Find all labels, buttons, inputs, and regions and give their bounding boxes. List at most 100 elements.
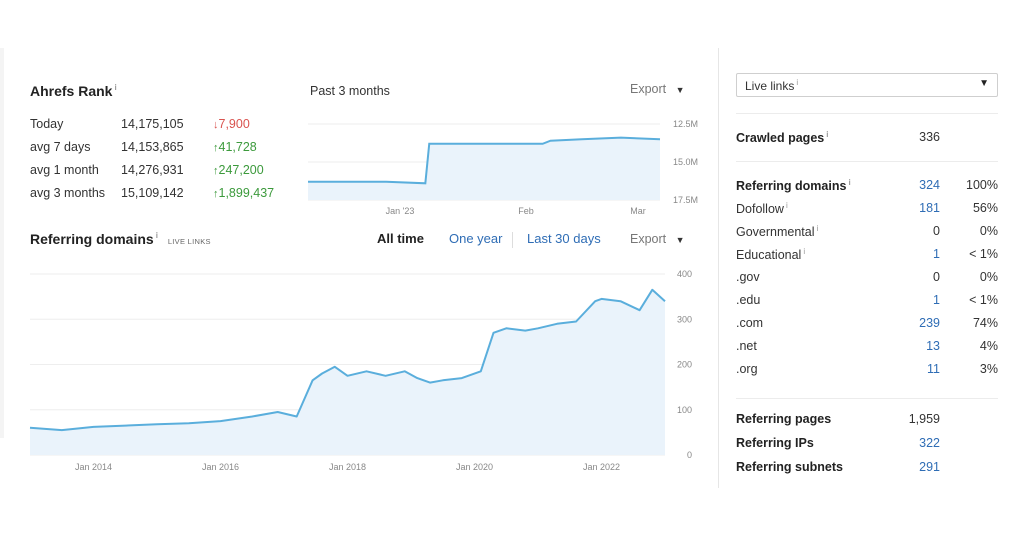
domain-row-label-text: Dofollow [736,202,784,217]
rank-row: avg 1 month 14,276,931 ↑247,200 [30,163,290,181]
domain-row-value[interactable]: 13 [926,339,940,353]
domain-row-value[interactable]: 1 [933,247,940,261]
y-tick-label: 400 [677,269,692,279]
rank-row-change: ↑247,200 [213,163,264,177]
info-icon: i [796,78,799,87]
info-icon[interactable]: i [848,178,851,187]
tab-divider [512,232,513,248]
x-tick-label: Mar [630,206,646,216]
y-tick-label: 0 [687,450,692,460]
y-tick-label: 200 [677,360,692,370]
info-icon[interactable]: i [785,201,788,210]
x-tick-label: Jan 2022 [583,462,620,472]
domain-row-value[interactable]: 11 [927,362,940,376]
tab-one-year[interactable]: One year [449,231,503,246]
tab-all-time[interactable]: All time [377,231,424,246]
tab-last-30-days[interactable]: Last 30 days [527,231,601,246]
page-edge [0,48,4,438]
rank-row-label: avg 3 months [30,186,106,200]
separator [736,398,998,399]
info-icon[interactable]: i [114,83,117,93]
domain-row-percent: 3% [979,362,998,376]
separator [736,161,998,162]
domains-export-label: Export [630,232,667,246]
domain-row-value[interactable]: 181 [919,201,940,215]
domain-row-label-text: .gov [736,270,760,284]
domain-row-label: .org [736,362,758,376]
domain-row-value[interactable]: 324 [919,178,940,192]
domain-row: .gov 0 0% [736,270,998,290]
domain-row-value[interactable]: 1 [933,293,940,307]
y-tick-label: 12.5M [673,119,698,129]
domain-row-value: 0 [933,224,940,238]
info-icon[interactable]: i [803,247,806,256]
rank-row: avg 3 months 15,109,142 ↑1,899,437 [30,186,290,204]
rank-row-change: ↓7,900 [213,117,250,131]
domain-row-label: Governmental i [736,224,818,239]
info-icon[interactable]: i [155,231,158,241]
select-value: Live links [745,79,795,93]
rank-row-value: 14,276,931 [121,163,184,177]
rank-row: Today 14,175,105 ↓7,900 [30,117,290,135]
x-tick-label: Jan 2014 [75,462,112,472]
referring-domains-title-text: Referring domains [30,231,154,247]
domain-row-percent: < 1% [969,247,998,261]
domain-row-label: .com [736,316,763,330]
arrow-up-icon: ↑ [213,165,219,177]
total-row: Referring subnets 291 [736,460,998,480]
total-row-value[interactable]: 322 [919,436,940,450]
x-tick-label: Jan 2020 [456,462,493,472]
y-tick-label: 15.0M [673,157,698,167]
referring-domains-chart: 0 100 200 300 400 Jan 2014 Jan 2016 Jan 2018 Jan… [29,269,692,472]
rank-row: avg 7 days 14,153,865 ↑41,728 [30,140,290,158]
x-tick-label: Jan '23 [386,206,415,216]
rank-line [308,136,661,185]
rank-row-change-value: 7,900 [218,117,250,131]
domains-export-button[interactable]: Export ▼ [630,232,685,246]
arrow-down-icon: ↓ [213,119,219,131]
total-row: Referring IPs 322 [736,436,998,456]
domain-row-value: 0 [933,270,940,284]
rank-row-label: Today [30,117,64,131]
total-row: Referring pages 1,959 [736,412,998,432]
total-row-label: Referring subnets [736,460,843,474]
rank-chart: 12.5M 15.0M 17.5M Jan '23 Feb Mar [308,119,698,216]
x-tick-label: Jan 2018 [329,462,366,472]
rank-row-value: 14,175,105 [121,117,184,131]
domain-row-percent: 4% [979,339,998,353]
panel-divider [718,48,719,488]
domain-row-label-text: .org [736,362,758,376]
total-row-value[interactable]: 291 [919,460,940,474]
rank-row-change: ↑1,899,437 [213,186,274,200]
domain-row-label-text: .edu [736,293,761,307]
rank-row-label: avg 7 days [30,140,91,154]
domain-row-label: Referring domains i [736,178,851,193]
info-icon[interactable]: i [816,224,819,233]
rank-area [308,137,660,200]
crawled-pages-label: Crawled pages i [736,130,828,145]
separator [736,113,998,114]
arrow-up-icon: ↑ [213,142,219,154]
rank-row-change-value: 1,899,437 [218,186,275,200]
x-tick-label: Feb [518,206,534,216]
domain-row: Educational i 1 < 1% [736,247,998,267]
domain-row: .org 11 3% [736,362,998,382]
domain-row-value[interactable]: 239 [919,316,940,330]
period-label: Past 3 months [310,84,390,98]
domain-row-label-text: Educational [736,248,802,263]
domain-row-percent: 0% [979,270,998,284]
domain-row-label: .net [736,339,757,353]
live-links-select[interactable]: Live links i ▼ [736,73,998,97]
domain-row: Dofollow i 181 56% [736,201,998,221]
rank-export-button[interactable]: Export ▼ [630,82,685,96]
domains-area [30,289,665,455]
info-icon[interactable]: i [826,130,829,139]
live-links-sublabel: LIVE LINKS [167,237,211,246]
domain-row-label-text: Governmental [736,225,815,240]
crawled-pages-row: Crawled pages i 336 [736,130,998,150]
x-tick-label: Jan 2016 [202,462,239,472]
domain-row: Governmental i 0 0% [736,224,998,244]
chevron-down-icon: ▼ [675,235,685,245]
total-row-label: Referring pages [736,412,832,426]
total-row-label: Referring IPs [736,436,814,450]
